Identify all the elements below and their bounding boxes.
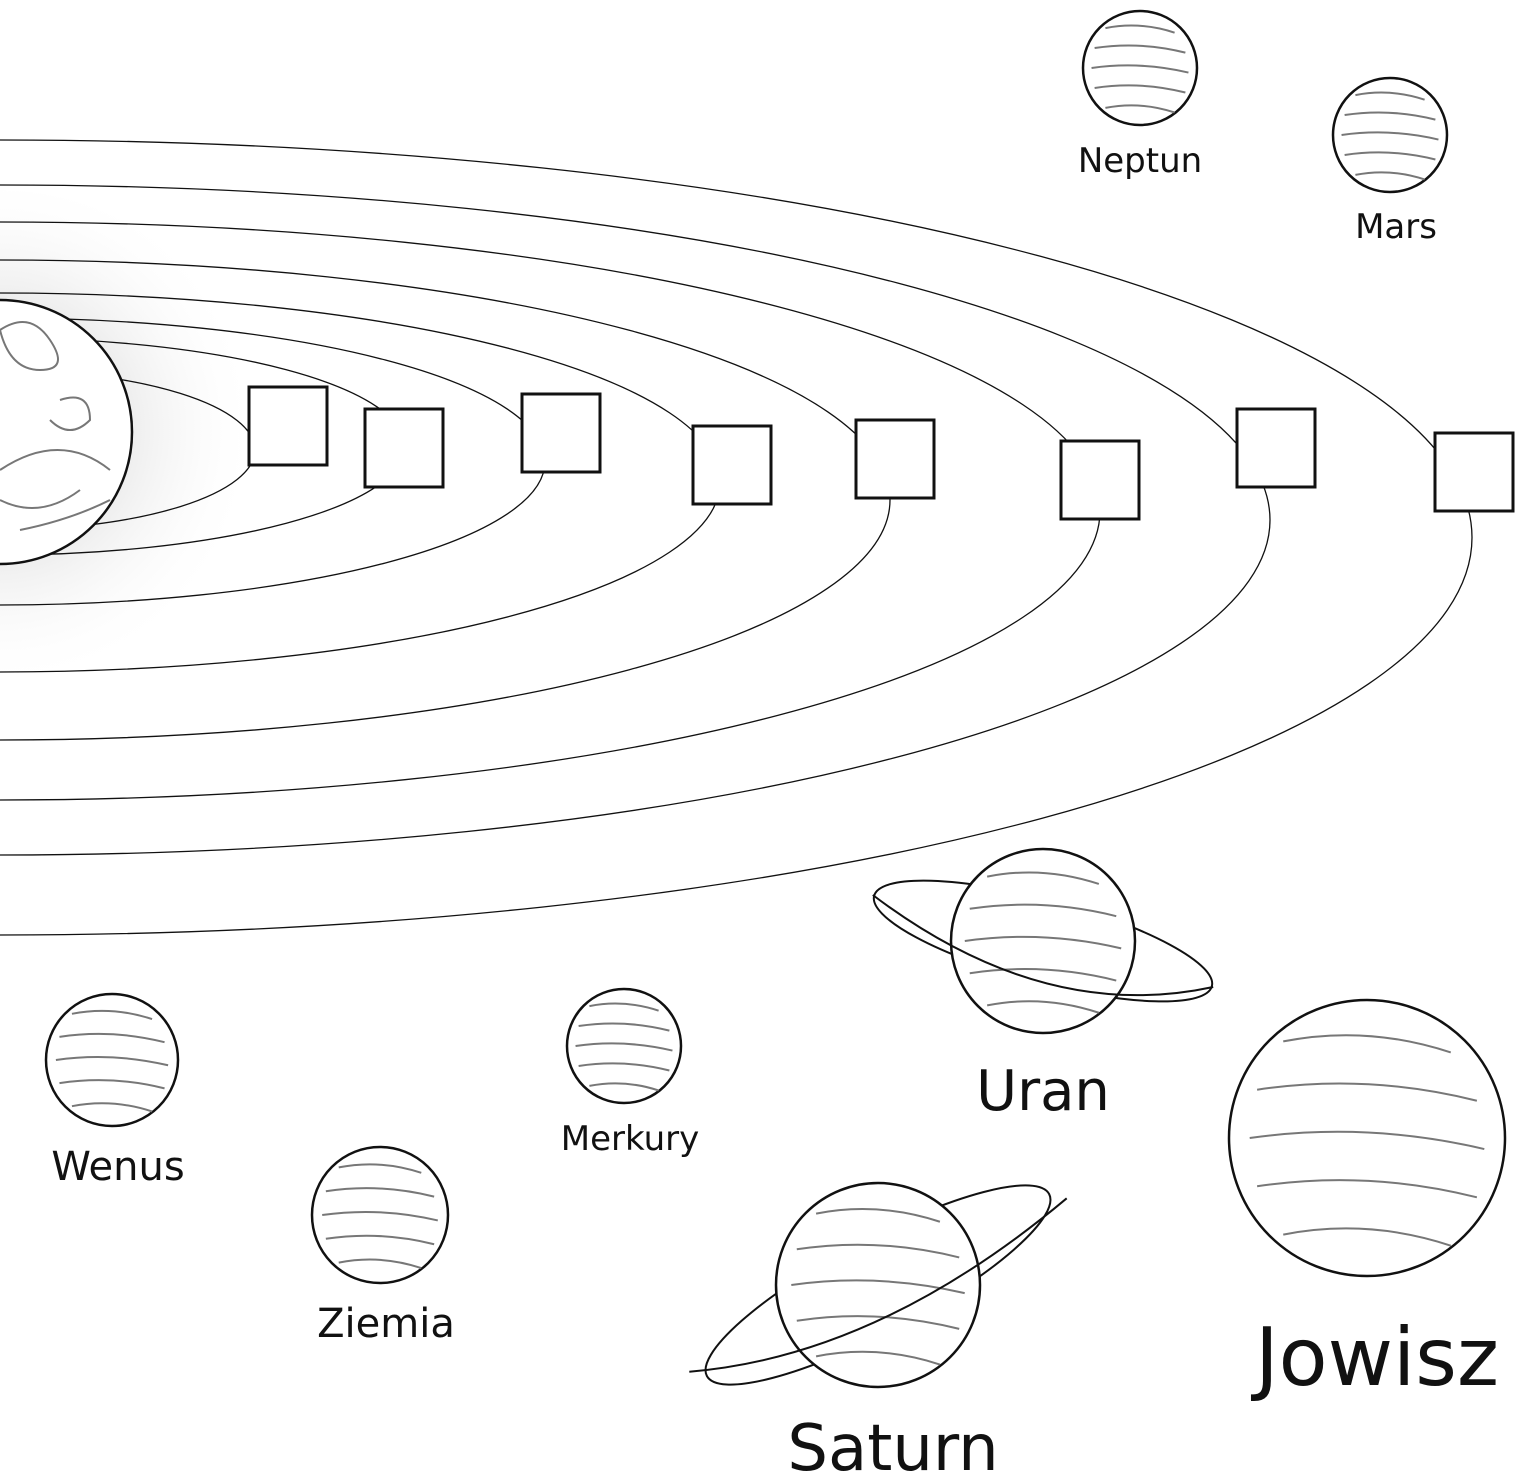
answer-box xyxy=(856,420,934,498)
planet: Neptun xyxy=(1078,11,1202,181)
answer-box xyxy=(522,394,600,472)
planet-label: Jowisz xyxy=(1250,1311,1499,1404)
planet-body xyxy=(776,1183,980,1387)
answer-box xyxy=(1435,433,1513,511)
planet-body xyxy=(951,849,1135,1033)
planet-label: Saturn xyxy=(787,1412,998,1477)
answer-box xyxy=(249,387,327,465)
background xyxy=(0,0,1516,1477)
planet-label: Mars xyxy=(1355,207,1437,247)
worksheet: Neptun Mars Wenus Ziemia Merkury Uran Saturn Jo… xyxy=(0,0,1516,1477)
planet-label: Wenus xyxy=(51,1144,184,1190)
answer-box xyxy=(365,409,443,487)
answer-box xyxy=(1061,441,1139,519)
answer-box xyxy=(693,426,771,504)
planet-label: Ziemia xyxy=(317,1301,455,1347)
planet-label: Uran xyxy=(976,1059,1110,1124)
planet: Ziemia xyxy=(312,1147,455,1347)
answer-box xyxy=(1237,409,1315,487)
planet-body xyxy=(46,994,178,1126)
planet: Jowisz xyxy=(1229,1000,1505,1404)
planet-body xyxy=(567,989,681,1103)
planet-body xyxy=(1083,11,1197,125)
planet-body xyxy=(1229,1000,1505,1276)
planet-label: Neptun xyxy=(1078,141,1202,181)
planet-body xyxy=(312,1147,448,1283)
planet-body xyxy=(1333,78,1447,192)
planet: Wenus xyxy=(46,994,185,1190)
planet-label: Merkury xyxy=(561,1119,700,1159)
